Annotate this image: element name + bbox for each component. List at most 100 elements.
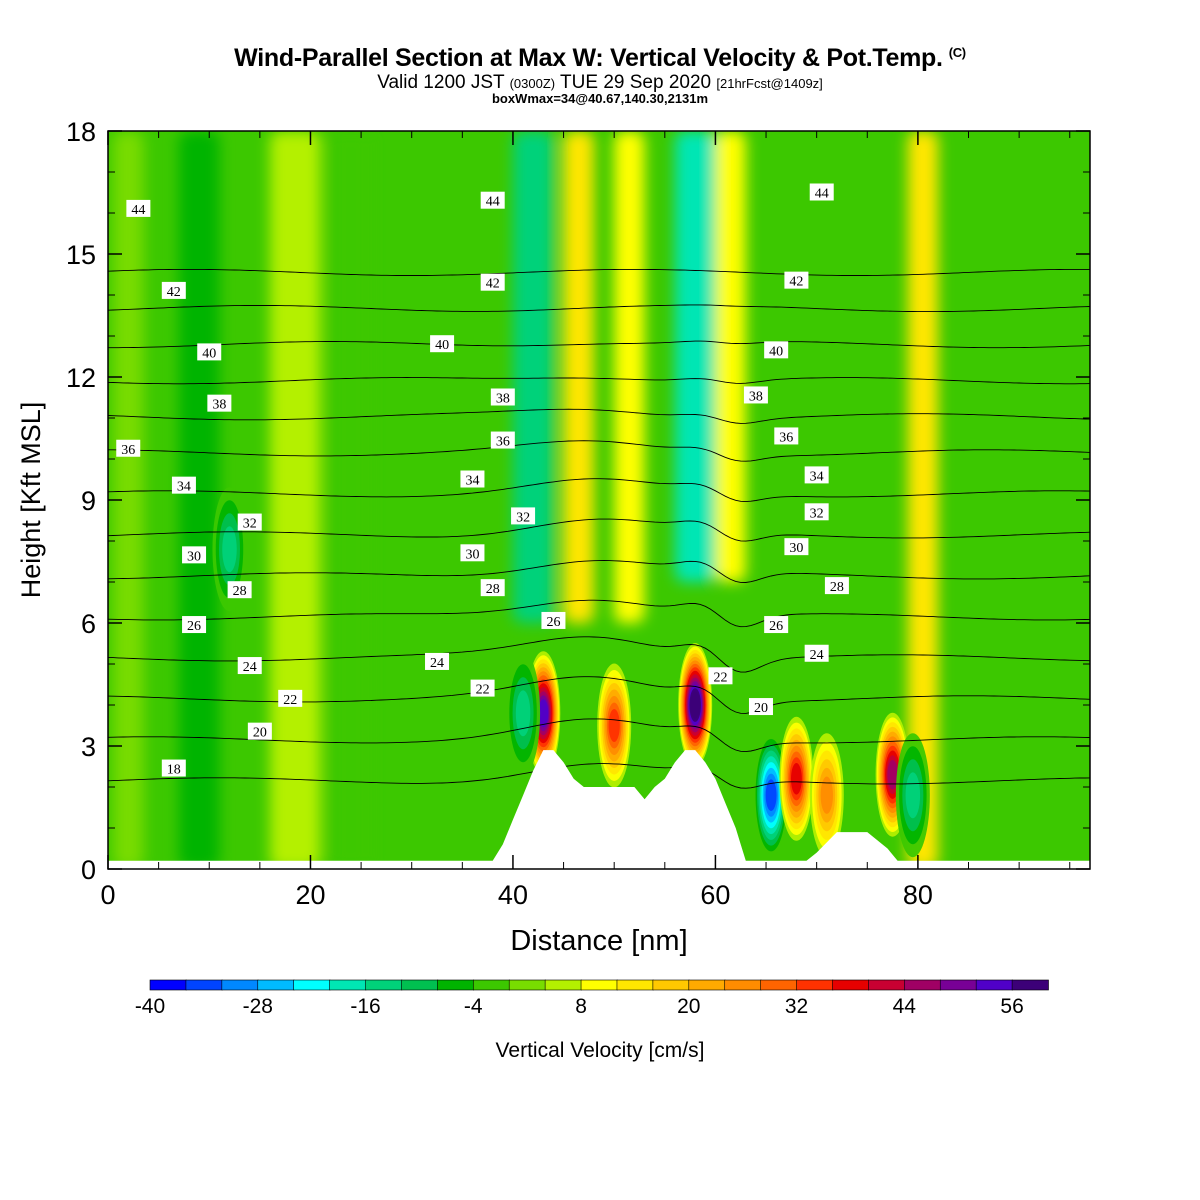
theta-contour-label: 22 <box>708 667 733 685</box>
theta-label-text: 22 <box>283 693 297 708</box>
colorbar-swatch <box>724 979 762 991</box>
theta-contour-label: 40 <box>430 335 455 353</box>
theta-contour-label: 44 <box>809 183 834 202</box>
theta-contour-line <box>108 599 1090 628</box>
theta-contour-label: 32 <box>511 507 536 525</box>
colorbar-swatch <box>185 979 223 991</box>
theta-contour-label: 36 <box>116 439 141 458</box>
theta-contour-label: 20 <box>247 722 272 741</box>
colorbar-swatch <box>832 979 870 991</box>
y-tick-label: 18 <box>66 117 96 147</box>
colorbar-swatch <box>868 979 906 991</box>
theta-label-box <box>182 546 207 564</box>
theta-contour-label: 22 <box>278 689 303 708</box>
theta-label-box <box>171 476 196 494</box>
velocity-cell <box>779 716 814 841</box>
theta-contour-label: 44 <box>480 191 505 210</box>
velocity-cell-ring <box>820 776 833 814</box>
velocity-cell-ring <box>515 690 531 737</box>
theta-contour-label: 42 <box>161 281 186 300</box>
colorbar-swatch <box>796 979 834 991</box>
colorbar-swatch <box>293 979 331 991</box>
theta-contour-line <box>108 377 1090 385</box>
velocity-cell-ring <box>222 526 237 573</box>
theta-label-box <box>425 652 450 670</box>
theta-label-box <box>784 538 809 556</box>
theta-label-text: 38 <box>212 398 226 413</box>
theta-label-box <box>247 722 272 740</box>
theta-label-text: 18 <box>167 763 181 778</box>
theta-label-box <box>227 581 252 599</box>
theta-label-box <box>460 470 485 488</box>
theta-contour-label: 42 <box>480 273 505 292</box>
theta-label-box <box>764 341 789 359</box>
theta-label-text: 34 <box>177 480 191 495</box>
theta-label-box <box>804 644 829 662</box>
theta-label-text: 44 <box>815 187 829 202</box>
theta-contour-labels: 44 42 40 38 36 34 32 30 28 26 24 22 20 18 44 42 40 38 36 34… <box>116 183 849 778</box>
colorbar-swatch <box>760 979 798 991</box>
theta-label-box <box>237 513 262 531</box>
valid-date: TUE 29 Sep 2020 <box>560 72 712 93</box>
colorbar-swatch <box>975 979 1013 991</box>
colorbar-tick-label: -4 <box>464 995 483 1018</box>
theta-label-text: 24 <box>243 660 257 675</box>
colorbar-swatch <box>437 979 475 991</box>
theta-label-box <box>824 577 849 595</box>
theta-contours <box>108 268 1090 789</box>
theta-contour-line <box>108 763 1090 789</box>
theta-label-text: 32 <box>810 506 824 521</box>
theta-contour-label: 26 <box>541 611 566 630</box>
velocity-cell <box>678 643 713 767</box>
terrain <box>108 750 1090 869</box>
velocity-band <box>715 131 746 582</box>
theta-label-box <box>480 273 505 291</box>
theta-contour-line <box>108 560 1090 583</box>
colorbar-swatch <box>939 979 977 991</box>
colorbar-swatch <box>580 979 618 991</box>
theta-contour-label: 24 <box>237 657 262 675</box>
theta-contour-label: 28 <box>227 581 252 599</box>
theta-label-box <box>804 503 829 521</box>
plot-area: 44 42 40 38 36 34 32 30 28 26 24 22 20 18 44 42 40 38 36 34… <box>108 131 1090 869</box>
theta-contour-label: 18 <box>161 759 186 778</box>
theta-contour-label: 36 <box>490 431 515 450</box>
velocity-band <box>512 131 554 623</box>
y-tick-label: 9 <box>81 486 96 516</box>
x-tick-label: 40 <box>498 880 528 910</box>
velocity-band <box>330 131 372 869</box>
colorbar-tick-label: 44 <box>893 995 917 1018</box>
velocity-band <box>907 131 939 869</box>
colorbar-swatch <box>652 979 690 991</box>
theta-contour-label: 26 <box>764 616 789 634</box>
theta-contour-label: 38 <box>743 386 768 404</box>
theta-contour-label: 26 <box>182 616 207 634</box>
velocity-cells <box>212 487 930 858</box>
theta-label-box <box>161 759 186 777</box>
theta-label-box <box>784 271 809 289</box>
velocity-cell-ring <box>538 699 549 728</box>
theta-label-text: 44 <box>131 203 145 218</box>
colorbar-swatch <box>221 979 259 991</box>
theta-label-box <box>764 616 789 634</box>
theta-contour-label: 38 <box>207 394 232 413</box>
velocity-cell <box>597 663 632 788</box>
velocity-cell-ring <box>905 772 921 819</box>
theta-label-box <box>237 657 262 675</box>
velocity-cell <box>506 651 541 776</box>
x-tick-label: 80 <box>903 880 933 910</box>
theta-label-box <box>708 667 733 685</box>
theta-label-text: 40 <box>202 346 216 361</box>
theta-label-box <box>490 388 515 406</box>
plot-background <box>108 131 1090 869</box>
chart-subtitle: Valid 1200 JST (0300Z) TUE 29 Sep 2020 [… <box>0 72 1200 94</box>
theta-label-text: 22 <box>713 670 727 685</box>
theta-label-box <box>430 335 455 353</box>
colorbar-swatch <box>508 979 546 991</box>
theta-contour-line <box>108 518 1090 542</box>
theta-label-text: 40 <box>769 344 783 359</box>
theta-contour-label: 28 <box>824 577 849 595</box>
forecast-info: [21hrFcst@1409z] <box>716 76 823 91</box>
